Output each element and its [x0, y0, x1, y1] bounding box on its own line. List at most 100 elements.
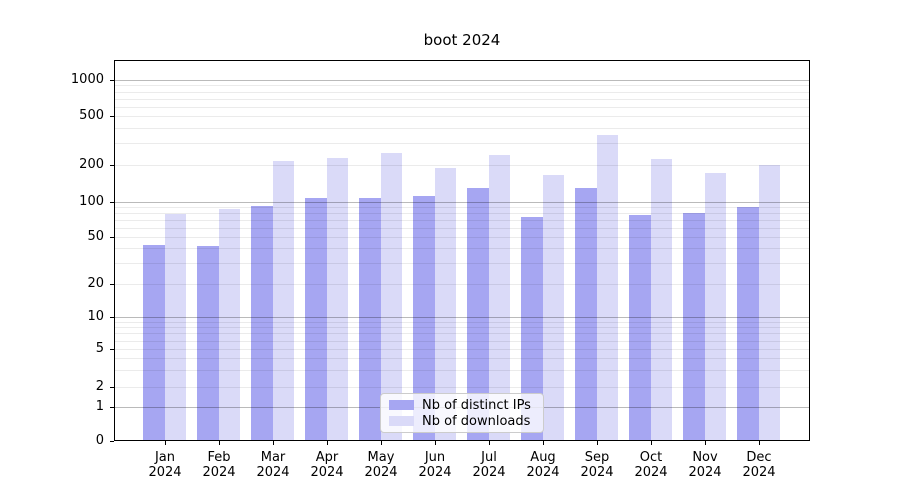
legend-swatch-distinct-ips: [389, 400, 414, 410]
x-tick-month-sep: Sep: [584, 450, 610, 465]
x-tick-label-sep: Sep 2024: [567, 450, 627, 480]
bar-distinct-ips-nov: [683, 213, 705, 441]
minor-gridline-500: [114, 116, 810, 117]
bar-downloads-aug: [542, 175, 564, 441]
x-tick-month-dec: Dec: [746, 450, 772, 465]
x-tick-mark-aug: [543, 441, 544, 445]
x-tick-year-jun: 2024: [418, 465, 452, 480]
x-tick-label-oct: Oct 2024: [621, 450, 681, 480]
y-tick-label-200: 200: [79, 157, 104, 172]
y-tick-label-500: 500: [79, 108, 104, 123]
minor-gridline-800: [114, 92, 810, 93]
x-tick-year-sep: 2024: [580, 465, 614, 480]
minor-gridline-20: [114, 284, 810, 285]
x-tick-year-apr: 2024: [310, 465, 344, 480]
y-tick-label-1: 1: [95, 399, 104, 414]
x-tick-month-jul: Jul: [481, 450, 497, 465]
minor-gridline-9: [114, 322, 810, 323]
bar-distinct-ips-dec: [737, 207, 759, 441]
x-tick-label-jan: Jan 2024: [135, 450, 195, 480]
bar-downloads-oct: [650, 158, 672, 441]
bar-distinct-ips-mar: [251, 206, 273, 441]
y-tick-mark-0: [110, 441, 114, 442]
bar-downloads-mar: [272, 161, 294, 441]
x-tick-mark-jul: [489, 441, 490, 445]
major-gridline-1000: [114, 80, 810, 81]
x-tick-mark-feb: [219, 441, 220, 445]
x-tick-mark-jan: [165, 441, 166, 445]
bar-downloads-apr: [326, 157, 348, 441]
minor-gridline-60: [114, 228, 810, 229]
y-tick-label-100: 100: [79, 194, 104, 209]
x-tick-label-may: May 2024: [351, 450, 411, 480]
y-tick-mark-1: [110, 407, 114, 408]
bar-distinct-ips-oct: [629, 215, 651, 441]
x-tick-year-mar: 2024: [256, 465, 290, 480]
bar-distinct-ips-jul: [467, 187, 489, 441]
legend: Nb of distinct IPs Nb of downloads: [380, 393, 544, 433]
y-tick-mark-200: [110, 165, 114, 166]
bar-downloads-may: [380, 153, 402, 441]
bar-distinct-ips-sep: [575, 187, 597, 441]
minor-gridline-600: [114, 107, 810, 108]
legend-swatch-downloads: [389, 416, 414, 426]
bar-distinct-ips-aug: [521, 216, 543, 441]
y-tick-mark-50: [110, 237, 114, 238]
bar-distinct-ips-jan: [143, 244, 165, 441]
minor-gridline-50: [114, 237, 810, 238]
chart-title: boot 2024: [423, 31, 501, 49]
y-tick-label-2: 2: [95, 379, 104, 394]
x-tick-label-aug: Aug 2024: [513, 450, 573, 480]
x-tick-year-oct: 2024: [634, 465, 668, 480]
bar-distinct-ips-jun: [413, 196, 435, 441]
x-tick-month-mar: Mar: [260, 450, 286, 465]
x-tick-mark-dec: [759, 441, 760, 445]
x-tick-label-jul: Jul 2024: [459, 450, 519, 480]
major-gridline-10: [114, 317, 810, 318]
bar-distinct-ips-feb: [197, 245, 219, 441]
x-tick-label-feb: Feb 2024: [189, 450, 249, 480]
minor-gridline-4: [114, 358, 810, 359]
x-tick-mark-jun: [435, 441, 436, 445]
x-tick-month-feb: Feb: [207, 450, 231, 465]
minor-gridline-300: [114, 143, 810, 144]
x-tick-year-jan: 2024: [148, 465, 182, 480]
bar-downloads-dec: [758, 165, 780, 441]
y-tick-mark-20: [110, 284, 114, 285]
legend-label-distinct-ips: Nb of distinct IPs: [422, 397, 531, 413]
x-tick-year-nov: 2024: [688, 465, 722, 480]
x-tick-mark-sep: [597, 441, 598, 445]
minor-gridline-8: [114, 327, 810, 328]
y-tick-mark-1000: [110, 80, 114, 81]
y-tick-label-1000: 1000: [70, 72, 104, 87]
bar-distinct-ips-may: [359, 197, 381, 441]
minor-gridline-2: [114, 387, 810, 388]
x-tick-mark-mar: [273, 441, 274, 445]
x-tick-year-jul: 2024: [472, 465, 506, 480]
x-tick-month-jan: Jan: [154, 450, 176, 465]
major-gridline-100: [114, 202, 810, 203]
bar-distinct-ips-apr: [305, 197, 327, 441]
minor-gridline-700: [114, 99, 810, 100]
x-tick-year-aug: 2024: [526, 465, 560, 480]
x-tick-year-feb: 2024: [202, 465, 236, 480]
y-tick-mark-500: [110, 116, 114, 117]
y-tick-label-5: 5: [95, 341, 104, 356]
minor-gridline-400: [114, 128, 810, 129]
legend-item-distinct-ips: Nb of distinct IPs: [389, 398, 535, 413]
x-tick-month-aug: Aug: [530, 450, 556, 465]
y-tick-mark-5: [110, 349, 114, 350]
bar-downloads-sep: [596, 135, 618, 441]
x-tick-label-nov: Nov 2024: [675, 450, 735, 480]
minor-gridline-3: [114, 370, 810, 371]
y-tick-mark-100: [110, 202, 114, 203]
minor-gridline-70: [114, 220, 810, 221]
x-tick-mark-apr: [327, 441, 328, 445]
x-tick-month-nov: Nov: [692, 450, 718, 465]
minor-gridline-200: [114, 165, 810, 166]
x-tick-month-jun: Jun: [424, 450, 446, 465]
y-tick-label-50: 50: [87, 229, 104, 244]
x-tick-label-mar: Mar 2024: [243, 450, 303, 480]
